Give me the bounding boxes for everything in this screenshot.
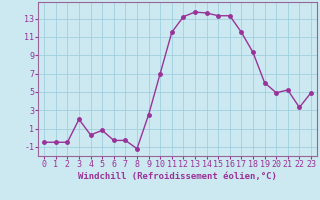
X-axis label: Windchill (Refroidissement éolien,°C): Windchill (Refroidissement éolien,°C) (78, 172, 277, 181)
